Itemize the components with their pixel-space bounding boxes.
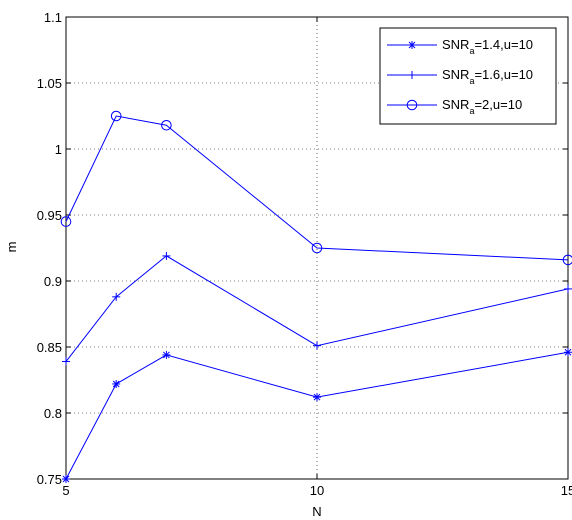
marker-circle (311, 242, 323, 254)
legend-entry-2: SNRa=1.6,u=10 (387, 67, 533, 86)
legend-marker (408, 41, 416, 49)
y-tick-label: 1.05 (37, 76, 62, 91)
legend-label-rest: =2,u=10 (474, 97, 522, 112)
x-tick-label: 5 (62, 483, 69, 498)
data-point (162, 251, 171, 260)
y-tick-label: 0.8 (44, 406, 62, 421)
marker-stroke (163, 351, 170, 359)
x-tick-label: 10 (310, 483, 324, 498)
data-point (112, 379, 121, 388)
series-line-1 (65, 351, 569, 480)
series-group (60, 110, 572, 483)
y-tick-label: 0.75 (37, 472, 62, 487)
data-point (564, 284, 572, 293)
legend-label-main: SNR (442, 97, 469, 112)
marker-stroke (408, 41, 416, 49)
legend-entry-3: SNRa=2,u=10 (387, 97, 522, 116)
legend-entry-1: SNRa=1.4,u=10 (387, 37, 533, 56)
data-point (311, 242, 323, 254)
data-point (313, 341, 321, 350)
data-point (62, 357, 70, 366)
legend-label: SNRa=1.6,u=10 (442, 67, 533, 86)
y-tick-label: 0.85 (37, 340, 62, 355)
legend-label-subscript: a (469, 46, 474, 56)
marker-stroke (62, 475, 70, 483)
legend-label-rest: =1.4,u=10 (474, 37, 533, 52)
legend-marker (408, 71, 416, 79)
x-tick-label: 15 (561, 483, 572, 498)
data-point (161, 119, 172, 131)
data-point (110, 110, 122, 122)
y-tick-label: 1 (55, 142, 62, 157)
marker-stroke (564, 348, 572, 356)
legend-label: SNRa=1.4,u=10 (442, 37, 533, 56)
data-point (564, 348, 572, 357)
legend-label-main: SNR (442, 37, 469, 52)
data-point (60, 216, 72, 227)
y-tick-label: 0.9 (44, 274, 62, 289)
y-tick-label: 1.1 (44, 10, 62, 25)
legend-label-subscript: a (469, 106, 474, 116)
legend-label-rest: =1.6,u=10 (474, 67, 533, 82)
grid (66, 17, 568, 479)
data-point (313, 393, 321, 402)
series-line-3 (65, 115, 569, 261)
marker-circle (60, 216, 72, 227)
legend-label: SNRa=2,u=10 (442, 97, 522, 116)
legend-label-subscript: a (469, 76, 474, 86)
data-point (562, 254, 572, 266)
marker-circle (562, 254, 572, 266)
marker-stroke (313, 393, 321, 401)
y-axis-label: m (4, 242, 19, 253)
marker-stroke (112, 380, 120, 388)
axes: 5 10 15 0.75 0.8 0.85 0.9 0.95 1 1.05 1.1 (37, 10, 572, 498)
legend-box (379, 27, 557, 125)
data-point (62, 475, 70, 483)
marker-circle (161, 119, 172, 131)
y-tick-label: 0.95 (37, 208, 62, 223)
marker-circle (110, 110, 122, 122)
legend-label-main: SNR (442, 67, 469, 82)
data-point (112, 292, 121, 301)
data-point (162, 350, 171, 359)
x-axis-label: N (312, 504, 321, 519)
marker-circle (406, 99, 418, 111)
legend-marker (406, 99, 418, 111)
